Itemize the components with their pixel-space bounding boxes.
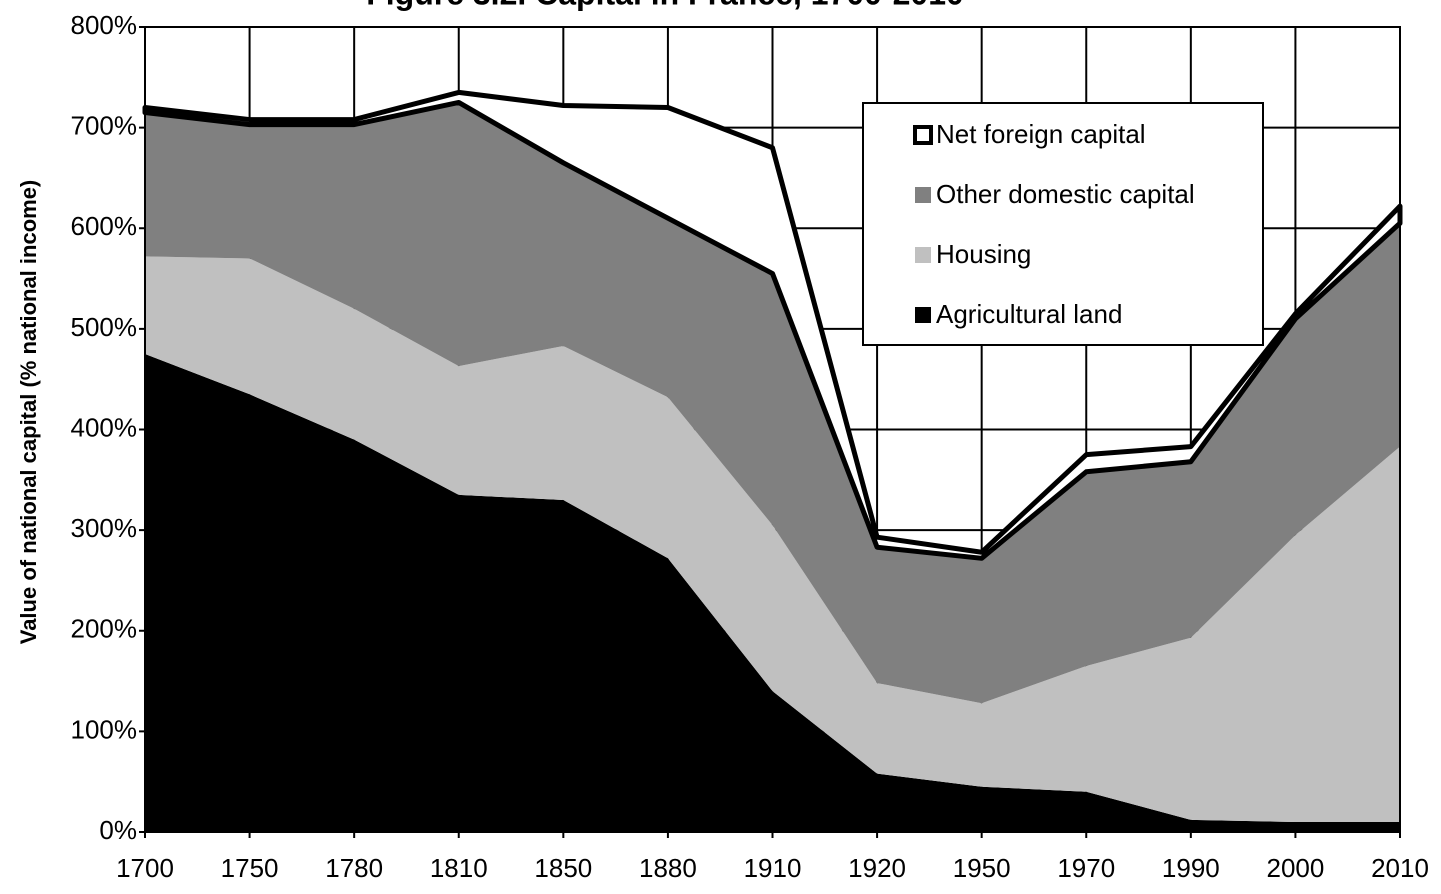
y-tick-label: 200% — [71, 614, 138, 644]
y-tick-label: 400% — [71, 412, 138, 442]
x-tick-label: 1750 — [221, 853, 279, 883]
x-tick-label: 1920 — [848, 853, 906, 883]
legend-swatch — [913, 125, 933, 145]
x-tick-label: 1780 — [325, 853, 383, 883]
x-tick-label: 1970 — [1057, 853, 1115, 883]
x-tick-label: 1850 — [534, 853, 592, 883]
x-tick-label: 1910 — [744, 853, 802, 883]
x-tick-label: 2010 — [1371, 853, 1429, 883]
legend-swatch — [915, 187, 931, 203]
x-tick-label: 1950 — [953, 853, 1011, 883]
x-tick-label: 1990 — [1162, 853, 1220, 883]
plot-frame — [144, 26, 1401, 833]
legend-swatch — [915, 247, 931, 263]
y-tick-label: 0% — [99, 815, 137, 845]
legend-swatch — [915, 307, 931, 323]
y-tick-label: 300% — [71, 513, 138, 543]
x-tick-label: 1700 — [116, 853, 174, 883]
x-tick-label: 2000 — [1266, 853, 1324, 883]
area — [145, 102, 1400, 704]
y-tick-label: 500% — [71, 312, 138, 342]
legend-label: Net foreign capital — [936, 119, 1146, 149]
x-tick-label: 1880 — [639, 853, 697, 883]
y-tick-label: 100% — [71, 714, 138, 744]
y-tick-label: 800% — [71, 10, 138, 40]
legend-label: Other domestic capital — [936, 179, 1195, 209]
y-axis-label: Value of national capital (% national in… — [16, 180, 41, 645]
area — [145, 354, 1400, 832]
legend-label: Agricultural land — [936, 299, 1122, 329]
legend-label: Housing — [936, 239, 1031, 269]
y-tick-label: 600% — [71, 211, 138, 241]
x-tick-label: 1810 — [430, 853, 488, 883]
y-tick-label: 700% — [71, 111, 138, 141]
chart-title: Figure 3.2. Capital in France, 1700-2010 — [366, 0, 964, 11]
area — [145, 256, 1400, 822]
